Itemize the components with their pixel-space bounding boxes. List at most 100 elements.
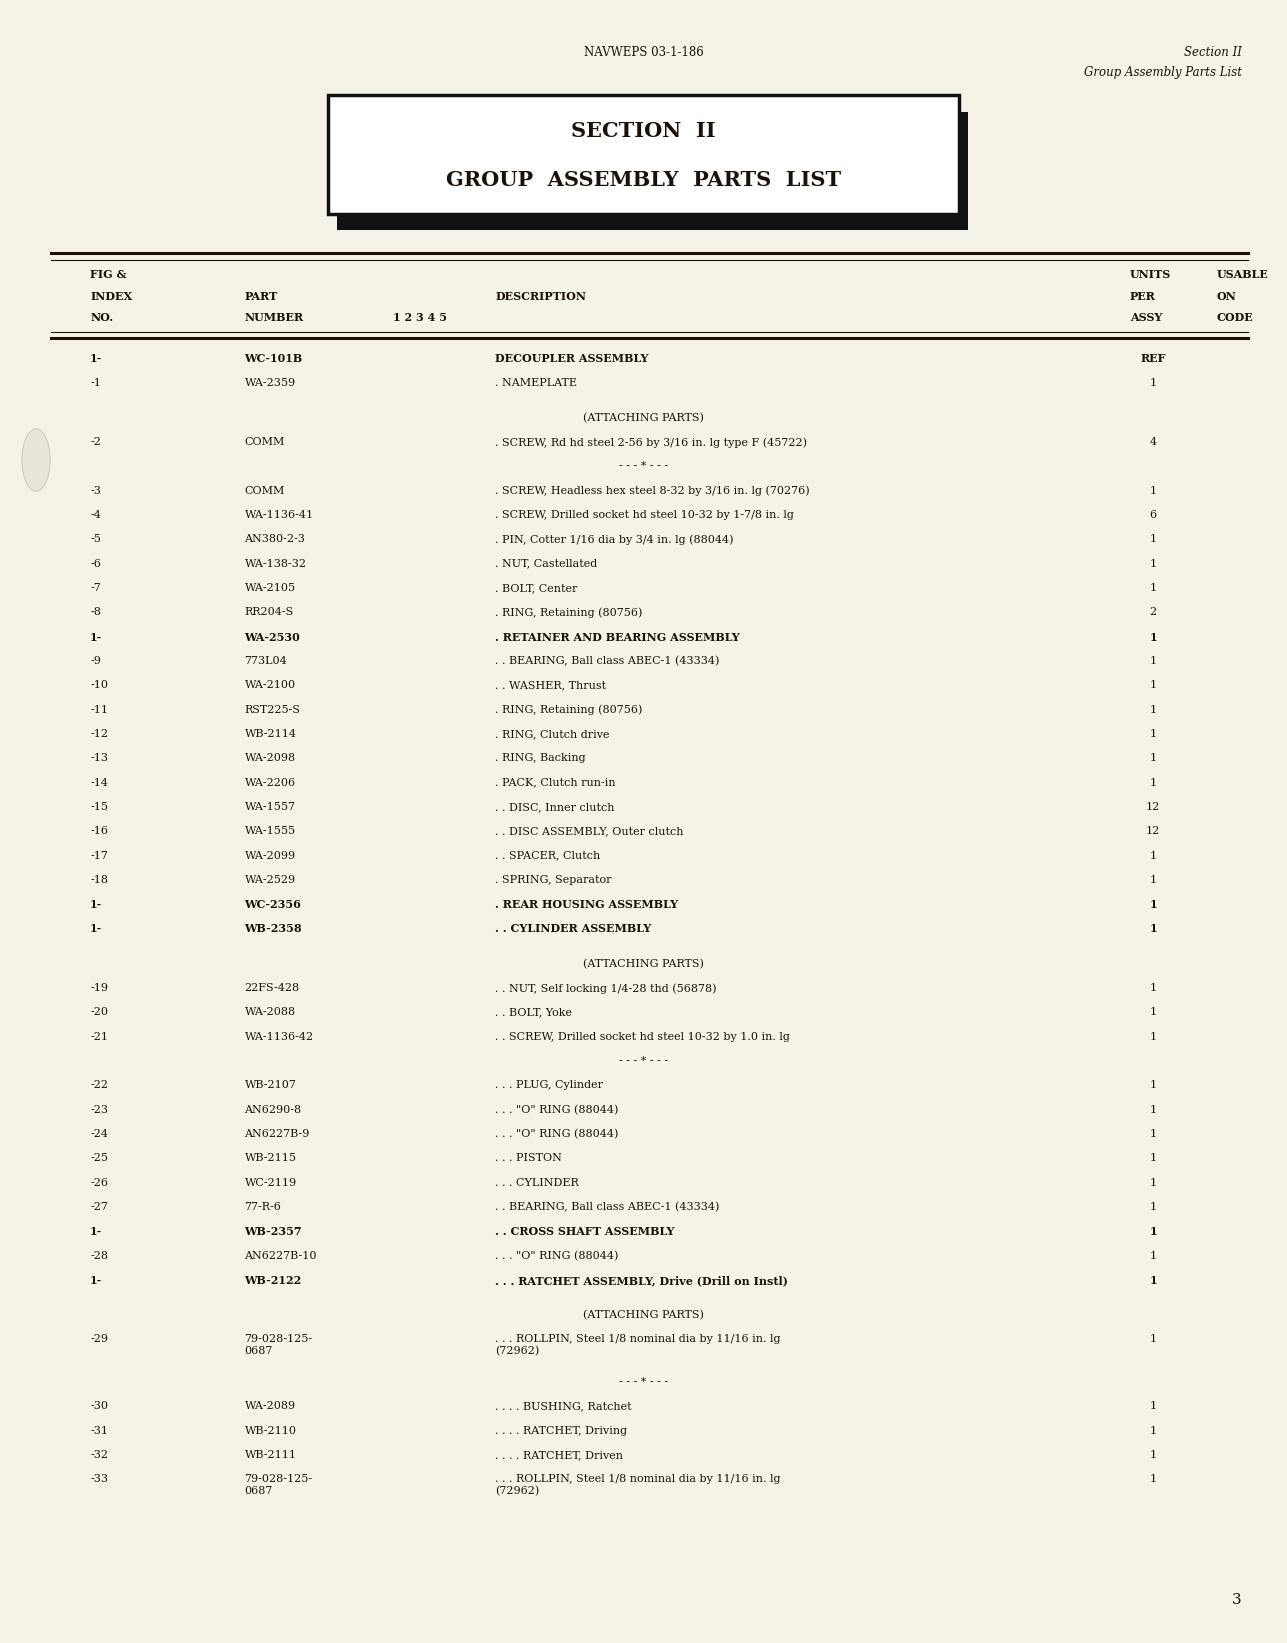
Text: -11: -11 [90,705,108,715]
Text: UNITS: UNITS [1130,269,1171,281]
FancyBboxPatch shape [328,95,959,214]
Text: - - - * - - -: - - - * - - - [619,1377,668,1387]
Text: . . . "O" RING (88044): . . . "O" RING (88044) [495,1129,619,1139]
Text: 4: 4 [1149,437,1157,447]
Text: 1-: 1- [90,353,103,365]
Text: 1: 1 [1149,486,1157,496]
Text: AN380-2-3: AN380-2-3 [245,534,305,544]
Text: 1: 1 [1149,1081,1157,1091]
Text: WC-2119: WC-2119 [245,1178,297,1188]
Text: 1: 1 [1149,752,1157,764]
Text: WA-2206: WA-2206 [245,777,296,787]
Text: WC-101B: WC-101B [245,353,302,365]
Text: . RING, Retaining (80756): . RING, Retaining (80756) [495,705,644,715]
Text: AN6227B-9: AN6227B-9 [245,1129,310,1139]
Text: . . WASHER, Thrust: . . WASHER, Thrust [495,680,606,690]
Text: . SCREW, Headless hex steel 8-32 by 3/16 in. lg (70276): . SCREW, Headless hex steel 8-32 by 3/16… [495,486,810,496]
Text: . . NUT, Self locking 1/4-28 thd (56878): . . NUT, Self locking 1/4-28 thd (56878) [495,983,717,994]
Text: -12: -12 [90,729,108,739]
Text: WB-2114: WB-2114 [245,729,296,739]
Text: . . . . RATCHET, Driving: . . . . RATCHET, Driving [495,1426,628,1436]
Text: . PIN, Cotter 1/16 dia by 3/4 in. lg (88044): . PIN, Cotter 1/16 dia by 3/4 in. lg (88… [495,534,734,545]
Text: . . . . RATCHET, Driven: . . . . RATCHET, Driven [495,1449,623,1461]
Text: WA-2359: WA-2359 [245,378,296,388]
Text: WA-2088: WA-2088 [245,1007,296,1017]
Text: . . DISC ASSEMBLY, Outer clutch: . . DISC ASSEMBLY, Outer clutch [495,826,683,836]
Text: -27: -27 [90,1203,108,1213]
Text: -10: -10 [90,680,108,690]
Text: NUMBER: NUMBER [245,312,304,324]
Text: -20: -20 [90,1007,108,1017]
Text: 1: 1 [1149,1250,1157,1260]
Text: . PACK, Clutch run-in: . PACK, Clutch run-in [495,777,616,787]
Text: -30: -30 [90,1401,108,1411]
Text: . . . ROLLPIN, Steel 1/8 nominal dia by 11/16 in. lg
(72962): . . . ROLLPIN, Steel 1/8 nominal dia by … [495,1474,781,1497]
Text: -32: -32 [90,1449,108,1461]
Text: -18: -18 [90,874,108,886]
Text: DECOUPLER ASSEMBLY: DECOUPLER ASSEMBLY [495,353,649,365]
Text: -1: -1 [90,378,100,388]
Text: WA-2529: WA-2529 [245,874,296,886]
Text: AN6290-8: AN6290-8 [245,1104,301,1114]
Text: -16: -16 [90,826,108,836]
Ellipse shape [22,429,50,491]
Text: . . SCREW, Drilled socket hd steel 10-32 by 1.0 in. lg: . . SCREW, Drilled socket hd steel 10-32… [495,1032,790,1042]
Text: 1: 1 [1149,1226,1157,1237]
Text: -29: -29 [90,1334,108,1344]
Text: - - - * - - -: - - - * - - - [619,462,668,472]
Text: WB-2357: WB-2357 [245,1226,302,1237]
Text: 1: 1 [1149,1334,1157,1344]
Text: 12: 12 [1145,826,1161,836]
Text: -22: -22 [90,1081,108,1091]
Text: 1-: 1- [90,899,103,910]
Text: Section II: Section II [1184,46,1242,59]
Text: WB-2107: WB-2107 [245,1081,296,1091]
Text: . REAR HOUSING ASSEMBLY: . REAR HOUSING ASSEMBLY [495,899,678,910]
Text: . . CROSS SHAFT ASSEMBLY: . . CROSS SHAFT ASSEMBLY [495,1226,674,1237]
Text: 6: 6 [1149,509,1157,521]
Text: 1 2 3 4 5: 1 2 3 4 5 [393,312,447,324]
Text: . . . PLUG, Cylinder: . . . PLUG, Cylinder [495,1081,604,1091]
Text: WA-1136-41: WA-1136-41 [245,509,314,521]
Text: 79-028-125-
0687: 79-028-125- 0687 [245,1474,313,1495]
Text: . BOLT, Center: . BOLT, Center [495,583,578,593]
Text: 1: 1 [1149,729,1157,739]
Text: 1: 1 [1149,583,1157,593]
Text: 1: 1 [1149,1401,1157,1411]
Text: (ATTACHING PARTS): (ATTACHING PARTS) [583,1309,704,1321]
Text: ASSY: ASSY [1130,312,1162,324]
Text: ON: ON [1216,291,1236,302]
Text: WB-2358: WB-2358 [245,923,302,935]
Text: Group Assembly Parts List: Group Assembly Parts List [1084,66,1242,79]
Text: RST225-S: RST225-S [245,705,301,715]
Text: -17: -17 [90,851,108,861]
Text: NAVWEPS 03-1-186: NAVWEPS 03-1-186 [583,46,704,59]
Text: . SPRING, Separator: . SPRING, Separator [495,874,613,886]
Text: WB-2122: WB-2122 [245,1275,301,1286]
Text: -4: -4 [90,509,100,521]
Text: -6: -6 [90,559,100,568]
Text: . . . . BUSHING, Ratchet: . . . . BUSHING, Ratchet [495,1401,632,1411]
Text: . RING, Backing: . RING, Backing [495,752,586,764]
Text: -8: -8 [90,608,100,618]
Text: - - - * - - -: - - - * - - - [619,1056,668,1066]
Text: . SCREW, Drilled socket hd steel 10-32 by 1-7/8 in. lg: . SCREW, Drilled socket hd steel 10-32 b… [495,509,794,521]
Text: WB-2115: WB-2115 [245,1153,296,1163]
Text: -13: -13 [90,752,108,764]
Text: PER: PER [1130,291,1156,302]
Text: WB-2110: WB-2110 [245,1426,296,1436]
Text: -31: -31 [90,1426,108,1436]
Text: COMM: COMM [245,486,284,496]
Text: . NUT, Castellated: . NUT, Castellated [495,559,597,568]
Text: . . . PISTON: . . . PISTON [495,1153,562,1163]
Text: -23: -23 [90,1104,108,1114]
Text: WA-2105: WA-2105 [245,583,296,593]
Text: . . . RATCHET ASSEMBLY, Drive (Drill on Instl): . . . RATCHET ASSEMBLY, Drive (Drill on … [495,1275,789,1286]
Text: 1-: 1- [90,923,103,935]
Text: (ATTACHING PARTS): (ATTACHING PARTS) [583,412,704,424]
Text: -21: -21 [90,1032,108,1042]
Text: . SCREW, Rd hd steel 2-56 by 3/16 in. lg type F (45722): . SCREW, Rd hd steel 2-56 by 3/16 in. lg… [495,437,807,447]
Text: 1-: 1- [90,1226,103,1237]
Text: 1: 1 [1149,1153,1157,1163]
Text: 1: 1 [1149,1007,1157,1017]
